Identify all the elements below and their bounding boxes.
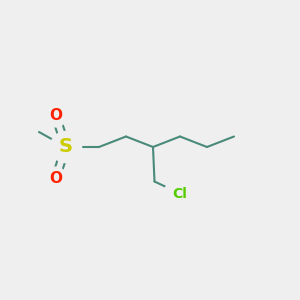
Circle shape [50,131,82,163]
Text: O: O [49,108,62,123]
Circle shape [164,178,196,209]
Circle shape [44,104,67,127]
Circle shape [44,167,67,190]
Text: Cl: Cl [172,187,188,200]
Text: O: O [49,171,62,186]
Text: S: S [59,137,73,157]
